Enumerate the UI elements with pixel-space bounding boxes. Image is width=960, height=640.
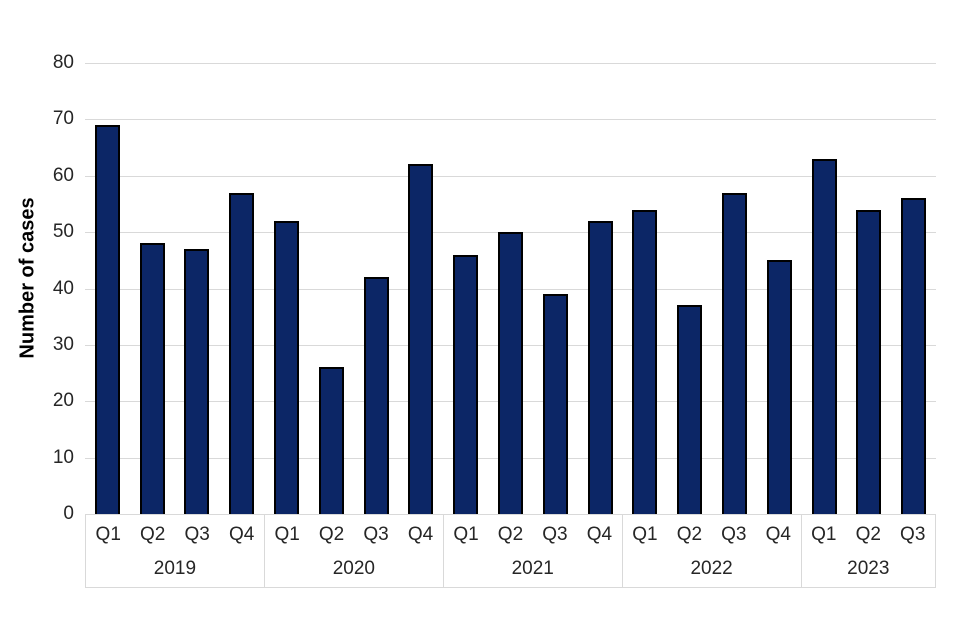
y-tick-label-30: 30 (52, 333, 74, 355)
bar-2020-Q1 (274, 220, 300, 514)
quarter-label-2022-Q1: Q1 (632, 524, 658, 545)
y-tick-label-80: 80 (52, 52, 74, 73)
quarter-labels-row-2019: Q1 Q2 Q3 Q4 (86, 515, 264, 555)
y-tick-label-60: 60 (52, 164, 74, 186)
bar-2022-Q2 (677, 305, 703, 514)
bar-2021-Q4 (587, 220, 613, 514)
year-label-2023: 2023 (847, 558, 890, 579)
quarter-labels-row-2023: Q1 Q2 Q3 (802, 515, 935, 555)
quarter-label-2021-Q3: Q3 (542, 524, 568, 545)
gridline-60 (85, 175, 936, 177)
year-label-2022: 2022 (690, 558, 733, 579)
bar-2019-Q4 (229, 192, 255, 514)
gridline-80 (85, 63, 936, 64)
bar-2019-Q3 (184, 249, 210, 514)
quarter-label-2021-Q4: Q4 (586, 524, 613, 545)
year-label-2021: 2021 (511, 558, 554, 579)
bar-2021-Q1 (453, 254, 479, 514)
bar-2020-Q4 (408, 164, 434, 514)
quarter-label-2020-Q1: Q1 (274, 524, 300, 545)
y-tick-label-0: 0 (63, 503, 74, 524)
quarter-label-2023-Q3: Q3 (900, 524, 926, 545)
bar-2022-Q3 (721, 192, 747, 514)
quarter-label-2022-Q2: Q2 (676, 524, 703, 545)
quarter-label-2023-Q1: Q1 (811, 524, 837, 545)
quarter-label-2020-Q2: Q2 (318, 524, 345, 545)
year-label-2019: 2019 (153, 558, 197, 579)
plot-area (85, 63, 936, 514)
x-axis-group-2023: Q1 Q2 Q3 2023 (802, 515, 935, 587)
quarter-label-2019-Q1: Q1 (95, 524, 121, 545)
x-axis: Q1 Q2 Q3 Q4 2019 Q1 Q2 Q3 Q4 2020 Q1 Q2 Q3 Q4 2021 Q1 Q2… (85, 514, 936, 588)
quarter-label-2021-Q2: Q2 (497, 524, 524, 545)
quarter-label-2020-Q4: Q4 (407, 524, 434, 545)
quarter-label-2023-Q2: Q2 (855, 524, 881, 545)
bar-2019-Q2 (139, 243, 165, 514)
quarter-labels-row-2022: Q1 Q2 Q3 Q4 (623, 515, 801, 555)
year-label-2020: 2020 (332, 558, 375, 579)
quarter-label-2022-Q3: Q3 (721, 524, 747, 545)
quarter-labels-row-2020: Q1 Q2 Q3 Q4 (265, 515, 443, 555)
bar-2023-Q2 (856, 209, 882, 514)
y-tick-label-20: 20 (52, 390, 74, 412)
y-tick-label-50: 50 (52, 221, 74, 243)
quarter-label-2019-Q2: Q2 (140, 524, 166, 545)
quarter-labels-row-2021: Q1 Q2 Q3 Q4 (444, 515, 622, 555)
bar-2023-Q1 (811, 158, 837, 514)
bar-2023-Q3 (901, 198, 927, 514)
x-axis-group-2020: Q1 Q2 Q3 Q4 2020 (265, 515, 444, 587)
quarter-label-2019-Q4: Q4 (228, 524, 255, 545)
bar-2022-Q4 (766, 260, 792, 514)
x-axis-group-2021: Q1 Q2 Q3 Q4 2021 (444, 515, 623, 587)
quarter-label-2022-Q4: Q4 (765, 524, 791, 545)
y-tick-label-40: 40 (52, 277, 74, 299)
bar-2021-Q2 (498, 232, 523, 514)
bar-2020-Q2 (318, 367, 344, 514)
y-tick-label-70: 70 (52, 108, 74, 130)
bar-2021-Q3 (542, 294, 568, 514)
quarter-label-2021-Q1: Q1 (453, 524, 479, 545)
bar-2019-Q1 (94, 125, 120, 514)
x-axis-group-2019: Q1 Q2 Q3 Q4 2019 (86, 515, 265, 587)
bar-2022-Q1 (632, 209, 658, 514)
quarter-label-2020-Q3: Q3 (363, 524, 389, 545)
quarter-label-2019-Q3: Q3 (184, 524, 210, 545)
x-axis-group-2022: Q1 Q2 Q3 Q4 2022 (623, 515, 802, 587)
gridline-70 (85, 119, 936, 121)
bar-2020-Q3 (363, 277, 389, 514)
y-tick-label-10: 10 (52, 446, 74, 468)
